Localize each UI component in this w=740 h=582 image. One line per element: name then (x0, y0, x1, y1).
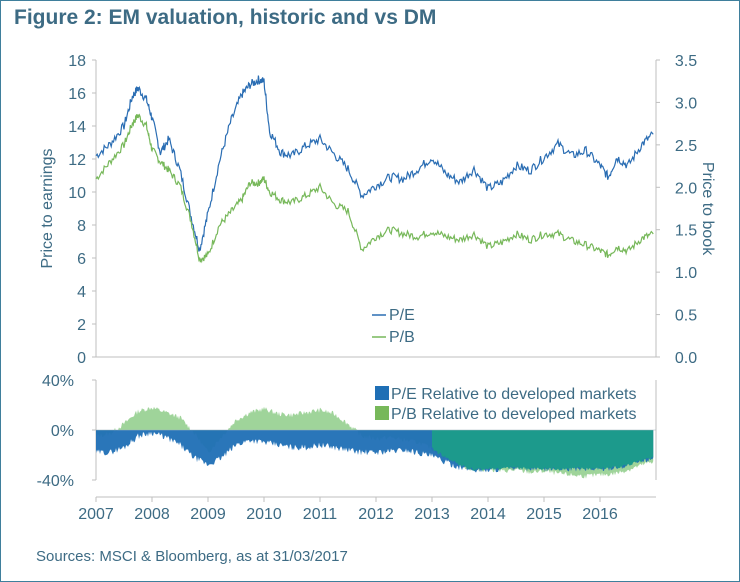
legend-pe-rel-swatch (375, 386, 389, 400)
right-y-tick-label: 0.0 (675, 350, 697, 367)
right-y-tick-label: 0.5 (675, 308, 697, 325)
left-y-tick-label: 18 (68, 53, 86, 70)
right-y-tick-label: 1.5 (675, 223, 697, 240)
right-y-tick-label: 1.0 (675, 265, 697, 282)
left-y-tick-label: 0 (77, 350, 86, 367)
x-axis: 2007 2008 2009 2010 2011 2012 2013 2014 2015 2016 (78, 497, 618, 523)
legend-pe-rel-label: P/E Relative to developed markets (391, 386, 636, 403)
legend-pe-label: P/E (389, 307, 415, 324)
left-y-tick-label: 4 (77, 284, 86, 301)
right-y-tick-label: 3.0 (675, 95, 697, 112)
bottom-y-tick-label: 40% (42, 373, 74, 390)
right-y-tick-label: 2.5 (675, 138, 697, 155)
bottom-panel: -40% 0% 40% P/E Relative to developed marke… (37, 373, 657, 498)
bottom-y-tick-label: -40% (37, 473, 74, 490)
pb-series-line (95, 113, 654, 264)
right-y-tick-label: 3.5 (675, 53, 697, 70)
x-tick-label: 2015 (526, 506, 562, 523)
pe-series-line (95, 75, 654, 252)
x-tick-label: 2014 (470, 506, 506, 523)
left-y-tick-label: 10 (68, 185, 86, 202)
x-tick-label: 2013 (414, 506, 450, 523)
x-tick-label: 2008 (134, 506, 170, 523)
x-tick-label: 2016 (582, 506, 618, 523)
left-y-tick-label: 12 (68, 152, 86, 169)
legend-pb-rel-swatch (375, 406, 389, 420)
x-tick-label: 2010 (246, 506, 282, 523)
left-y-tick-label: 6 (77, 251, 86, 268)
left-y-tick-label: 16 (68, 86, 86, 103)
bottom-y-tick-label: 0% (51, 423, 74, 440)
left-y-tick-label: 8 (77, 218, 86, 235)
source-note: Sources: MSCI & Bloomberg, as at 31/03/2… (36, 548, 348, 565)
figure-title: Figure 2: EM valuation, historic and vs … (14, 6, 437, 29)
top-panel: 0 2 4 6 8 10 12 14 16 18 0.0 0.5 1.0 1.5 2.0 2.5 3.0 3.5 P… (39, 53, 716, 367)
left-y-tick-label: 2 (77, 317, 86, 334)
legend-pb-rel-label: P/B Relative to developed markets (391, 406, 636, 423)
right-y-tick-label: 2.0 (675, 180, 697, 197)
left-y-axis-label: Price to earnings (39, 148, 56, 268)
legend-pb-label: P/B (389, 329, 415, 346)
x-tick-label: 2009 (190, 506, 226, 523)
left-y-tick-label: 14 (68, 119, 86, 136)
right-y-axis-label: Price to book (699, 162, 716, 256)
x-tick-label: 2007 (78, 506, 114, 523)
x-tick-label: 2011 (303, 506, 338, 523)
overlap-area (432, 430, 654, 472)
x-tick-label: 2012 (358, 506, 394, 523)
